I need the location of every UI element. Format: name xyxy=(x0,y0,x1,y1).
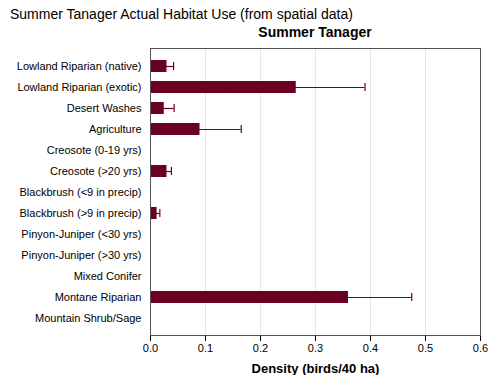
svg-text:Desert Washes: Desert Washes xyxy=(67,102,142,114)
svg-text:0.3: 0.3 xyxy=(308,342,323,354)
svg-text:0.2: 0.2 xyxy=(253,342,268,354)
svg-text:Montane Riparian: Montane Riparian xyxy=(55,291,142,303)
svg-text:Mixed Conifer: Mixed Conifer xyxy=(74,270,142,282)
svg-text:Pinyon-Juniper (<30 yrs): Pinyon-Juniper (<30 yrs) xyxy=(21,228,141,240)
svg-text:Density (birds/40 ha): Density (birds/40 ha) xyxy=(252,361,380,375)
svg-text:Agriculture: Agriculture xyxy=(89,123,142,135)
svg-text:0.5: 0.5 xyxy=(418,342,433,354)
svg-text:Mountain Shrub/Sage: Mountain Shrub/Sage xyxy=(35,312,141,324)
svg-text:Lowland Riparian (native): Lowland Riparian (native) xyxy=(17,60,142,72)
svg-text:Lowland Riparian (exotic): Lowland Riparian (exotic) xyxy=(17,81,141,93)
svg-text:Creosote (0-19 yrs): Creosote (0-19 yrs) xyxy=(47,144,142,156)
svg-text:0.4: 0.4 xyxy=(363,342,378,354)
svg-text:Creosote (>20 yrs): Creosote (>20 yrs) xyxy=(50,165,141,177)
svg-text:0.6: 0.6 xyxy=(473,342,488,354)
html-text:Summer Tanager Actual Habitat: Summer Tanager Actual Habitat Use (from … xyxy=(10,6,353,22)
svg-text:Pinyon-Juniper (>30 yrs): Pinyon-Juniper (>30 yrs) xyxy=(21,249,141,261)
html-text:Summer Tanager: Summer Tanager xyxy=(258,24,372,40)
svg-text:0.1: 0.1 xyxy=(198,342,213,354)
svg-text:0.0: 0.0 xyxy=(143,342,158,354)
svg-text:Blackbrush (<9 in precip): Blackbrush (<9 in precip) xyxy=(20,186,142,198)
svg-text:Blackbrush (>9 in precip): Blackbrush (>9 in precip) xyxy=(20,207,142,219)
